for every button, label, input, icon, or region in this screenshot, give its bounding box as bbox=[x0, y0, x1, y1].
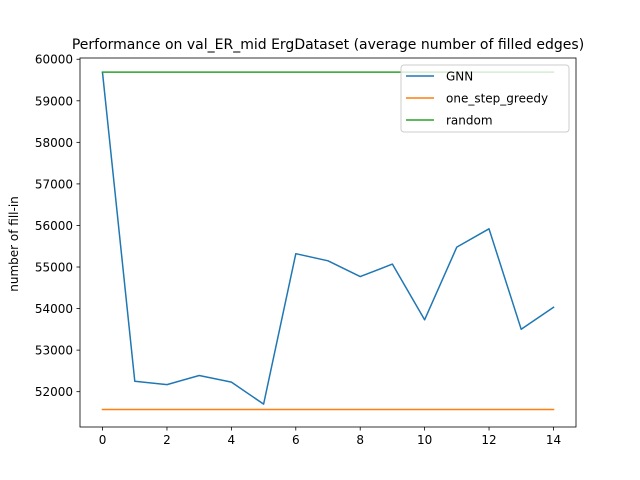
series-line-GNN bbox=[101, 71, 555, 405]
legend-box bbox=[400, 64, 570, 133]
y-tick-label: 55000 bbox=[35, 261, 73, 275]
y-tick-label: 54000 bbox=[35, 302, 73, 316]
y-tick-label: 52000 bbox=[35, 385, 73, 399]
x-tick-label: 6 bbox=[292, 433, 300, 447]
x-tick-label: 2 bbox=[163, 433, 171, 447]
y-tick-label: 58000 bbox=[35, 136, 73, 150]
y-tick-label: 60000 bbox=[35, 53, 73, 67]
axes-frame bbox=[79, 57, 577, 428]
y-tick-label: 57000 bbox=[35, 177, 73, 191]
y-tick-label: 53000 bbox=[35, 344, 73, 358]
x-tick-label: 8 bbox=[356, 433, 364, 447]
y-tick-label: 59000 bbox=[35, 94, 73, 108]
legend-label-random: random bbox=[446, 114, 493, 128]
legend-label-GNN: GNN bbox=[446, 70, 473, 84]
x-tick-label: 12 bbox=[481, 433, 496, 447]
x-tick-label: 4 bbox=[228, 433, 236, 447]
y-tick-label: 56000 bbox=[35, 219, 73, 233]
legend-label-one-step-greedy: one_step_greedy bbox=[446, 92, 548, 106]
y-axis-label: number of fill-in bbox=[7, 196, 21, 292]
x-tick-label: 14 bbox=[546, 433, 561, 447]
x-tick-label: 10 bbox=[417, 433, 432, 447]
x-tick-label: 0 bbox=[99, 433, 107, 447]
chart-title: Performance on val_ER_mid ErgDataset (av… bbox=[72, 37, 584, 53]
axes: 0 2 4 6 8 10 12 14 52000 53000 54000 55000 56000 5700… bbox=[35, 53, 577, 447]
